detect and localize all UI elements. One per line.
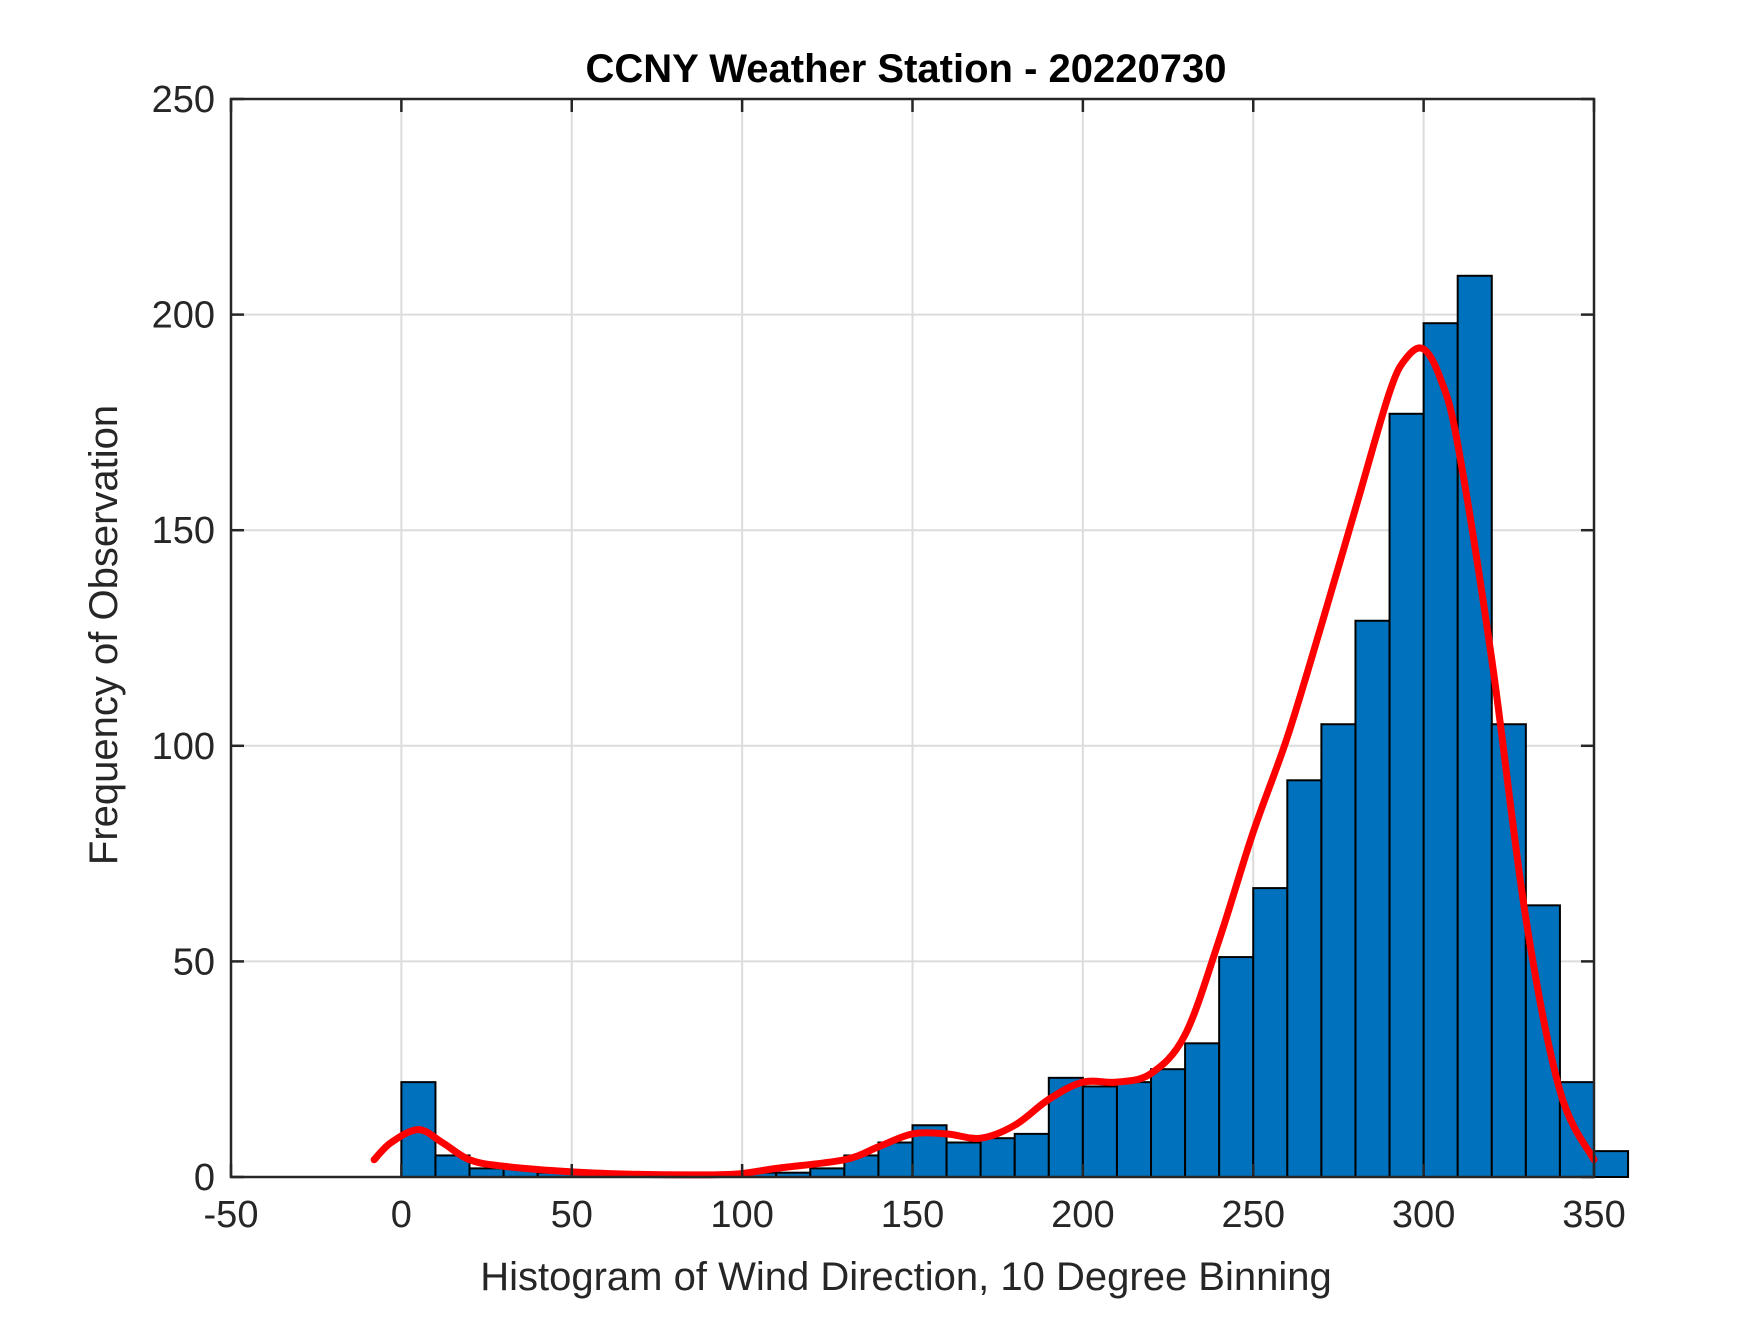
histogram-bar xyxy=(1320,723,1357,1178)
x-tick-label: 100 xyxy=(710,1194,773,1236)
histogram-bar xyxy=(1218,956,1255,1179)
axis-ticks xyxy=(229,97,1596,1179)
y-tick-label: 0 xyxy=(194,1157,215,1199)
histogram-bar xyxy=(1593,1150,1630,1179)
chart-title: CCNY Weather Station - 20220730 xyxy=(586,47,1227,91)
histogram-bar xyxy=(1490,723,1527,1178)
density-curve xyxy=(370,344,1598,1179)
x-tick-label: 0 xyxy=(391,1194,412,1236)
y-tick-labels: 0 50 100 150 200 250 xyxy=(152,79,215,1199)
histogram-bar xyxy=(1456,274,1493,1178)
histogram-bar xyxy=(1115,1081,1153,1178)
histogram-bar xyxy=(1081,1085,1118,1178)
histogram-bar xyxy=(1252,887,1289,1178)
histogram-bar xyxy=(1184,1042,1221,1178)
x-tick-label: 50 xyxy=(551,1194,593,1236)
x-tick-label: 350 xyxy=(1562,1194,1625,1236)
histogram-bar xyxy=(1354,619,1391,1178)
y-tick-label: 50 xyxy=(173,941,215,983)
histogram-bar xyxy=(1013,1132,1050,1179)
x-tick-labels: -50 0 50 100 150 200 250 300 350 xyxy=(204,1194,1626,1236)
y-tick-label: 100 xyxy=(152,726,215,768)
density-curve-layer xyxy=(370,344,1598,1179)
x-axis-label: Histogram of Wind Direction, 10 Degree B… xyxy=(480,1255,1332,1299)
histogram-bar xyxy=(1388,412,1425,1178)
x-tick-label: 150 xyxy=(881,1194,944,1236)
x-tick-label: -50 xyxy=(204,1194,259,1236)
y-tick-label: 200 xyxy=(152,295,215,337)
histogram-bar xyxy=(809,1167,846,1178)
histogram-bar xyxy=(468,1167,505,1178)
y-axis-label: Frequency of Observation xyxy=(82,405,126,865)
y-tick-label: 250 xyxy=(152,79,215,121)
histogram-bar xyxy=(1422,322,1459,1178)
x-tick-label: 200 xyxy=(1051,1194,1114,1236)
histogram-bar xyxy=(1150,1068,1187,1178)
y-tick-label: 150 xyxy=(152,510,215,552)
histogram-bar xyxy=(979,1137,1016,1179)
x-tick-label: 300 xyxy=(1392,1194,1455,1236)
histogram-bar xyxy=(1286,779,1323,1179)
histogram-bar xyxy=(945,1141,982,1179)
x-tick-label: 250 xyxy=(1222,1194,1285,1236)
